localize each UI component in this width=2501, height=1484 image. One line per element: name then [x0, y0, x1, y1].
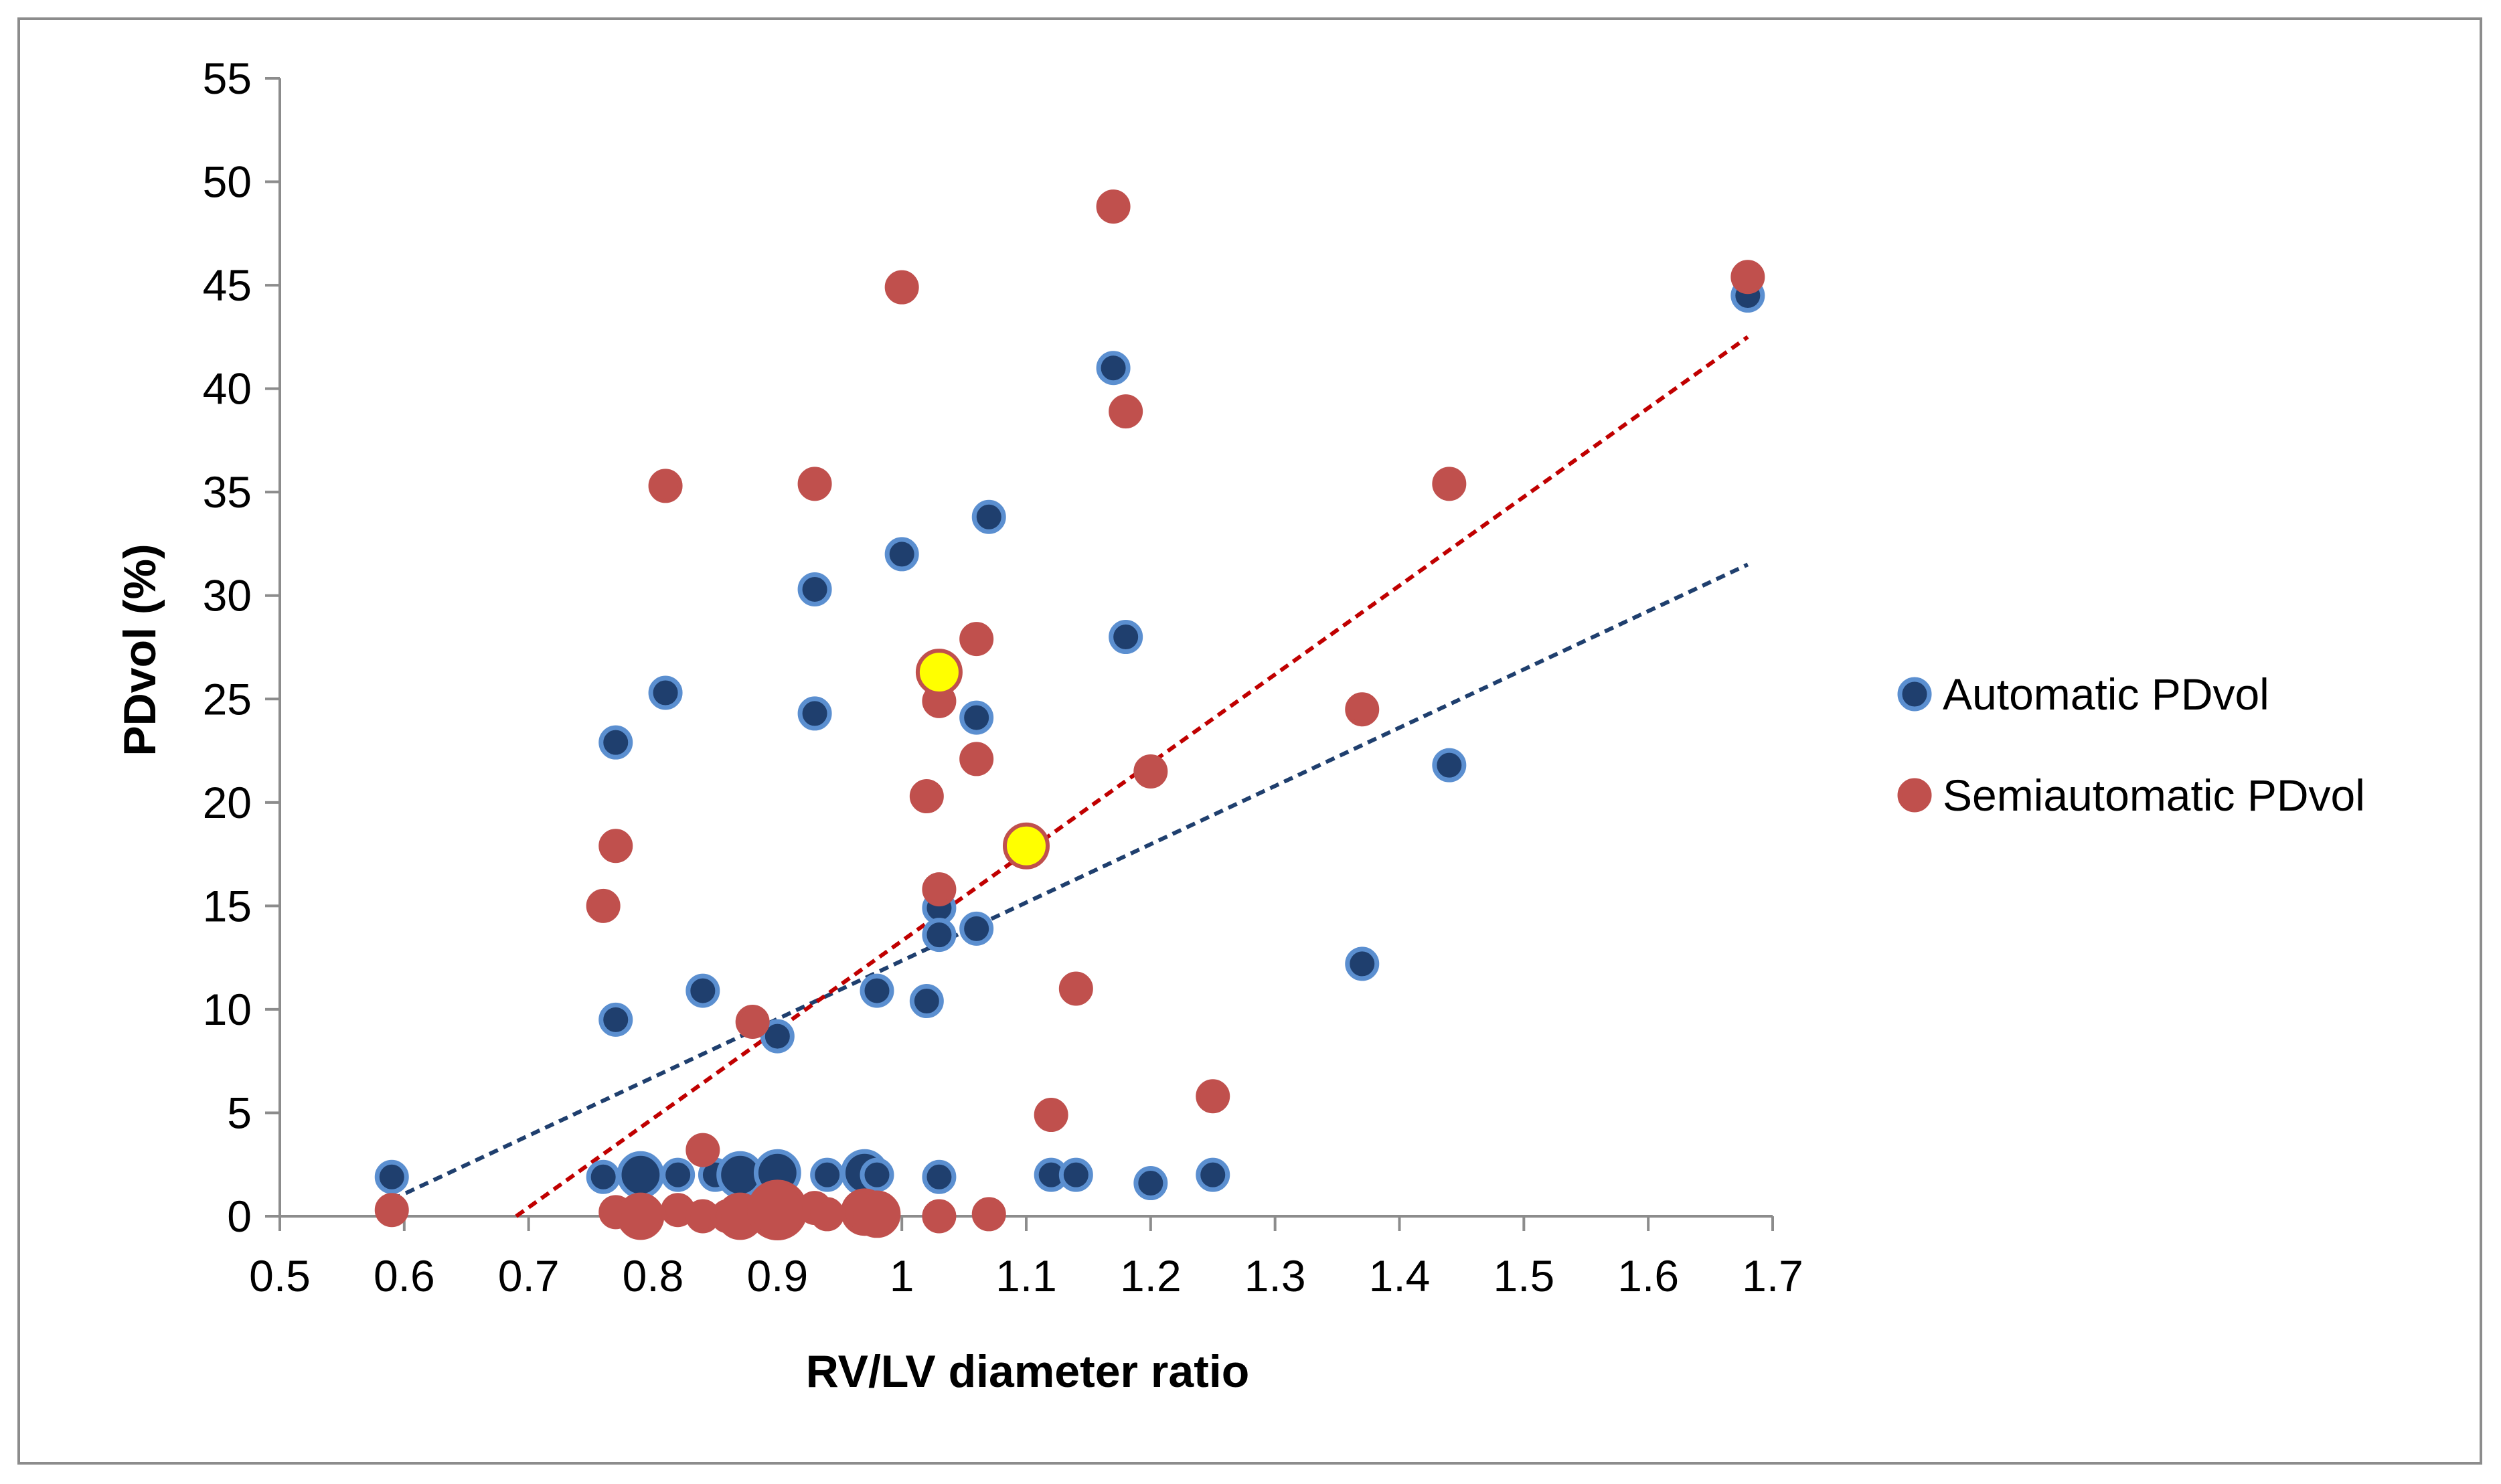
automatic-point [1345, 946, 1380, 981]
legend-label-semiautomatic: Semiautomatic PDvol [1943, 770, 2365, 820]
automatic-point [959, 911, 994, 946]
semiautomatic-point [1034, 1098, 1068, 1133]
semiautomatic-point [971, 1197, 1006, 1232]
x-tick-label: 1.1 [995, 1251, 1057, 1301]
semiautomatic-point [598, 829, 633, 863]
semiautomatic-point [797, 467, 832, 501]
semiautomatic-point [884, 270, 919, 305]
automatic-point [685, 973, 720, 1008]
y-tick-label: 20 [203, 778, 252, 827]
x-tick-label: 1.3 [1244, 1251, 1306, 1301]
x-tick-label: 1.2 [1120, 1251, 1182, 1301]
y-tick-label: 15 [203, 881, 252, 930]
semiautomatic-point [810, 1197, 845, 1232]
automatic-point [909, 984, 944, 1019]
semiautomatic-point [747, 1179, 808, 1241]
automatic-point [797, 696, 832, 731]
automatic-trendline [390, 562, 1749, 1202]
semiautomatic-trendline [515, 335, 1749, 1218]
automatic-point [1058, 1157, 1093, 1192]
y-tick-label: 55 [203, 54, 252, 103]
automatic-point [959, 700, 994, 735]
automatic-point [648, 675, 683, 710]
semiautomatic-point [1345, 692, 1380, 727]
semiautomatic-point [648, 469, 683, 503]
y-tick-label: 50 [203, 157, 252, 207]
semiautomatic-point [685, 1133, 720, 1167]
chart-frame [17, 17, 2482, 1465]
automatic-point [1096, 351, 1131, 386]
y-tick-label: 35 [203, 467, 252, 517]
y-axis-title: PDvol (%) [114, 544, 165, 756]
automatic-point [598, 1002, 633, 1037]
automatic-point [374, 1159, 409, 1194]
semiautomatic-point [374, 1193, 409, 1228]
semiautomatic-point [1133, 754, 1168, 789]
automatic-point [797, 572, 832, 606]
automatic-point [860, 1157, 894, 1192]
x-tick-label: 1 [890, 1251, 914, 1301]
semiautomatic-point [1196, 1079, 1230, 1114]
x-tick-label: 1.4 [1369, 1251, 1431, 1301]
semiautomatic-point [735, 1004, 770, 1039]
x-tick-label: 1.6 [1617, 1251, 1679, 1301]
y-tick-label: 10 [203, 985, 252, 1034]
x-tick-label: 0.9 [746, 1251, 808, 1301]
tick-labels: 0 5 10 15 20 25 30 35 40 45 50 55 0.5 0.6 0.7 0.8 0.9 1 1.… [203, 54, 1803, 1301]
automatic-point [922, 1159, 957, 1194]
semiautomatic-point [922, 872, 957, 907]
automatic-point [1109, 620, 1143, 655]
x-tick-label: 1.5 [1493, 1251, 1554, 1301]
x-tick-label: 1.7 [1742, 1251, 1803, 1301]
semiautomatic-point [853, 1190, 901, 1238]
automatic-point [760, 1019, 795, 1054]
axes [265, 77, 1774, 1231]
semiautomatic-point [959, 742, 994, 776]
legend-marker-automatic [1897, 677, 1932, 712]
y-tick-label: 40 [203, 364, 252, 414]
automatic-point [617, 1151, 665, 1199]
semiautomatic-point [959, 622, 994, 657]
automatic-point [884, 537, 919, 572]
legend-marker-semiautomatic [1897, 778, 1932, 813]
legend-label-automatic: Automatic PDvol [1943, 669, 2269, 719]
automatic-point [1133, 1166, 1168, 1201]
x-tick-label: 0.6 [374, 1251, 435, 1301]
automatic-point [586, 1159, 621, 1194]
semiautomatic-point [586, 888, 621, 923]
semiautomatic-point [922, 1199, 957, 1234]
semiautomatic-point [1058, 971, 1093, 1006]
data-points [374, 189, 1765, 1241]
x-tick-label: 0.8 [623, 1251, 684, 1301]
x-tick-label: 0.5 [249, 1251, 311, 1301]
x-tick-label: 0.7 [498, 1251, 560, 1301]
highlighted-point [915, 649, 963, 696]
automatic-point [1432, 748, 1467, 782]
highlighted-point [1003, 822, 1050, 870]
semiautomatic-point [1109, 394, 1143, 429]
automatic-point [922, 918, 957, 953]
automatic-point [1196, 1157, 1230, 1192]
semiautomatic-point [1730, 260, 1765, 295]
trendlines [390, 335, 1749, 1218]
x-axis-title: RV/LV diameter ratio [806, 1346, 1250, 1397]
automatic-point [971, 499, 1006, 534]
y-tick-label: 5 [227, 1088, 252, 1137]
automatic-point [598, 725, 633, 760]
automatic-point [810, 1157, 845, 1192]
semiautomatic-point [1096, 189, 1131, 224]
legend: Automatic PDvol Semiautomatic PDvol [1897, 669, 2365, 820]
y-tick-label: 45 [203, 260, 252, 310]
y-tick-label: 0 [227, 1191, 252, 1241]
semiautomatic-point [1432, 467, 1467, 501]
automatic-point [860, 973, 894, 1008]
semiautomatic-point [617, 1192, 665, 1240]
semiautomatic-point [909, 779, 944, 814]
y-tick-label: 25 [203, 674, 252, 724]
automatic-point [661, 1157, 696, 1192]
y-tick-label: 30 [203, 571, 252, 621]
